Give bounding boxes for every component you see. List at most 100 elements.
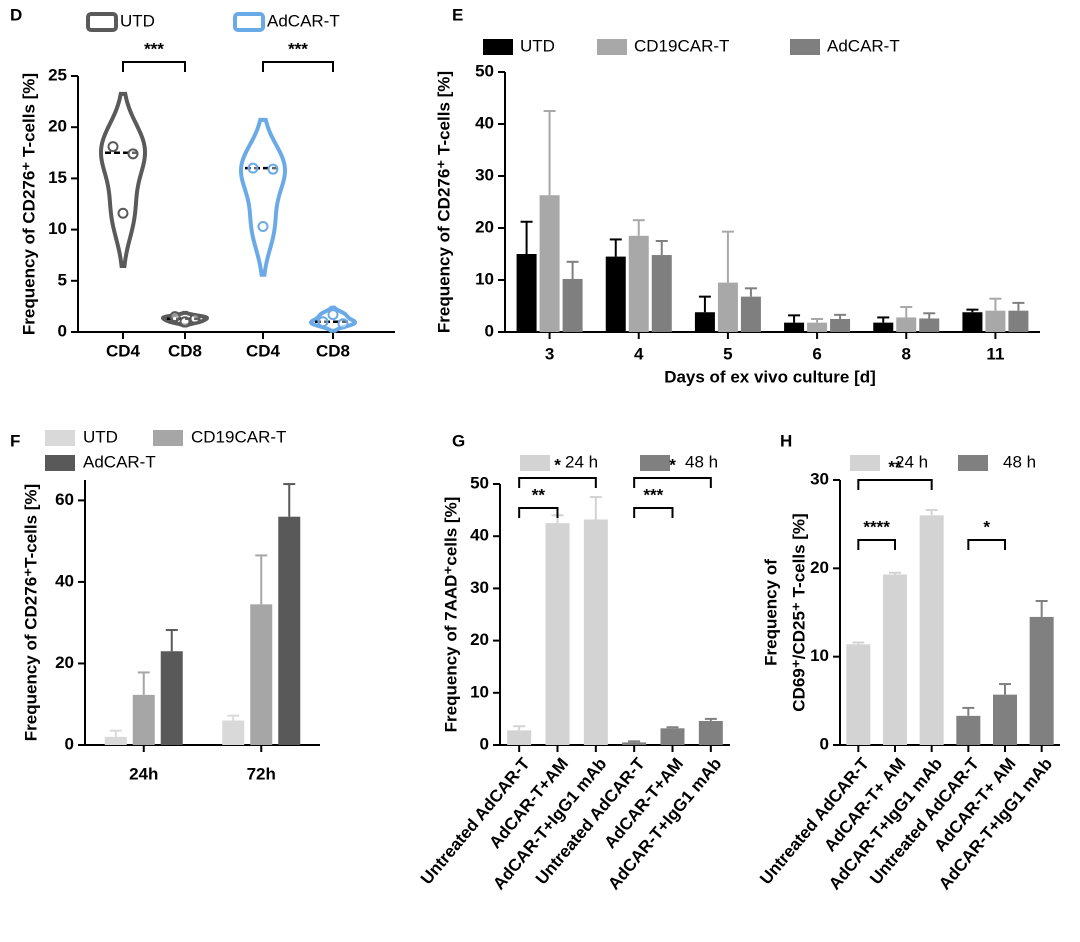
x-tick-label: 72h bbox=[247, 764, 276, 783]
significance-bracket bbox=[122, 61, 186, 72]
bar bbox=[694, 312, 715, 332]
violin bbox=[160, 310, 210, 328]
bar bbox=[896, 317, 917, 332]
data-point bbox=[189, 313, 201, 325]
data-point bbox=[127, 148, 139, 160]
y-tick-label: 15 bbox=[48, 168, 67, 187]
bar bbox=[993, 694, 1017, 745]
legend-swatch bbox=[483, 39, 513, 55]
bar bbox=[605, 256, 626, 332]
y-tick-label: 50 bbox=[475, 61, 494, 80]
bar bbox=[919, 515, 944, 745]
significance-label: * bbox=[554, 455, 561, 474]
x-tick-label: 5 bbox=[723, 344, 732, 363]
significance-label: *** bbox=[643, 485, 663, 504]
x-tick-label: 3 bbox=[545, 344, 554, 363]
bar bbox=[740, 296, 761, 332]
y-tick-label: 0 bbox=[820, 734, 829, 753]
bar bbox=[250, 604, 273, 745]
bar bbox=[539, 195, 560, 332]
legend-label: UTD bbox=[120, 11, 155, 30]
legend-label: AdCAR-T bbox=[83, 452, 156, 471]
significance-bracket bbox=[518, 507, 559, 518]
panel-letter: D bbox=[10, 5, 22, 24]
data-point bbox=[337, 318, 349, 330]
data-point bbox=[257, 221, 269, 233]
legend-swatch bbox=[790, 39, 820, 55]
bar bbox=[784, 322, 805, 332]
x-tick-label: 11 bbox=[986, 344, 1004, 363]
bar bbox=[278, 516, 301, 745]
panel-letter: G bbox=[452, 431, 465, 450]
bar bbox=[222, 720, 245, 745]
bar bbox=[956, 715, 981, 745]
bar bbox=[919, 318, 940, 332]
legend-swatch bbox=[640, 455, 670, 471]
data-point bbox=[247, 162, 259, 174]
legend-swatch bbox=[597, 39, 627, 55]
significance-label: * bbox=[669, 455, 676, 474]
significance-label: ** bbox=[888, 457, 902, 476]
legend-swatch bbox=[520, 455, 550, 471]
bar bbox=[660, 728, 685, 745]
legend-label: CD19CAR-T bbox=[191, 427, 286, 446]
data-point bbox=[179, 316, 191, 328]
x-tick-label: 8 bbox=[902, 344, 911, 363]
y-tick-label: 20 bbox=[48, 117, 67, 136]
y-tick-label: 10 bbox=[475, 269, 494, 288]
bar bbox=[545, 523, 570, 745]
data-point bbox=[317, 316, 329, 328]
significance-label: **** bbox=[863, 517, 890, 536]
x-tick-label: 24h bbox=[129, 764, 158, 783]
y-axis-label: Frequency of 7AAD⁺cells [%] bbox=[441, 497, 460, 733]
y-tick-label: 30 bbox=[470, 578, 489, 597]
bar bbox=[583, 519, 608, 745]
bar bbox=[628, 235, 649, 332]
significance-label: * bbox=[983, 517, 990, 536]
data-point bbox=[327, 309, 339, 321]
bar bbox=[507, 730, 532, 745]
significance-bracket bbox=[262, 61, 334, 72]
y-tick-label: 40 bbox=[475, 113, 494, 132]
bar bbox=[962, 312, 983, 332]
y-axis-label: CD69⁺/CD25⁺ T-cells [%] bbox=[789, 513, 808, 711]
y-axis-label: Frequency of CD276⁺ T-cells [%] bbox=[19, 73, 38, 335]
y-tick-label: 40 bbox=[55, 571, 74, 590]
y-tick-label: 25 bbox=[48, 65, 67, 84]
x-axis-label: Days of ex vivo culture [d] bbox=[664, 367, 876, 386]
y-tick-label: 20 bbox=[475, 217, 494, 236]
legend-label: AdCAR-T bbox=[827, 36, 900, 55]
x-tick-label: 4 bbox=[634, 344, 644, 363]
bar bbox=[985, 310, 1006, 332]
significance-bracket bbox=[633, 507, 674, 518]
y-tick-label: 10 bbox=[470, 682, 489, 701]
bar bbox=[160, 651, 183, 745]
legend-swatch bbox=[86, 12, 118, 32]
panel-letter: F bbox=[10, 431, 20, 450]
bar bbox=[1008, 310, 1029, 332]
violin bbox=[238, 117, 288, 277]
panel-letter: E bbox=[452, 5, 463, 24]
significance-label: ** bbox=[532, 485, 546, 504]
legend-swatch bbox=[958, 455, 988, 471]
y-axis-label: Frequency of CD276⁺T-cells [%] bbox=[21, 484, 40, 741]
y-tick-label: 30 bbox=[810, 469, 829, 488]
bar bbox=[846, 644, 871, 745]
y-tick-label: 20 bbox=[810, 558, 829, 577]
significance-bracket bbox=[518, 477, 597, 488]
legend-swatch bbox=[45, 430, 75, 446]
legend-label: 24 h bbox=[565, 452, 598, 471]
legend-label: 48 h bbox=[685, 452, 718, 471]
data-point bbox=[117, 207, 129, 219]
bar bbox=[104, 736, 127, 745]
panel-letter: H bbox=[780, 431, 792, 450]
bar bbox=[516, 254, 537, 332]
legend-label: UTD bbox=[83, 427, 118, 446]
y-tick-label: 30 bbox=[475, 165, 494, 184]
y-axis-label: Frequency of bbox=[761, 559, 780, 666]
y-tick-label: 20 bbox=[470, 630, 489, 649]
data-point bbox=[169, 311, 181, 323]
y-tick-label: 0 bbox=[65, 734, 74, 753]
y-tick-label: 10 bbox=[48, 219, 67, 238]
